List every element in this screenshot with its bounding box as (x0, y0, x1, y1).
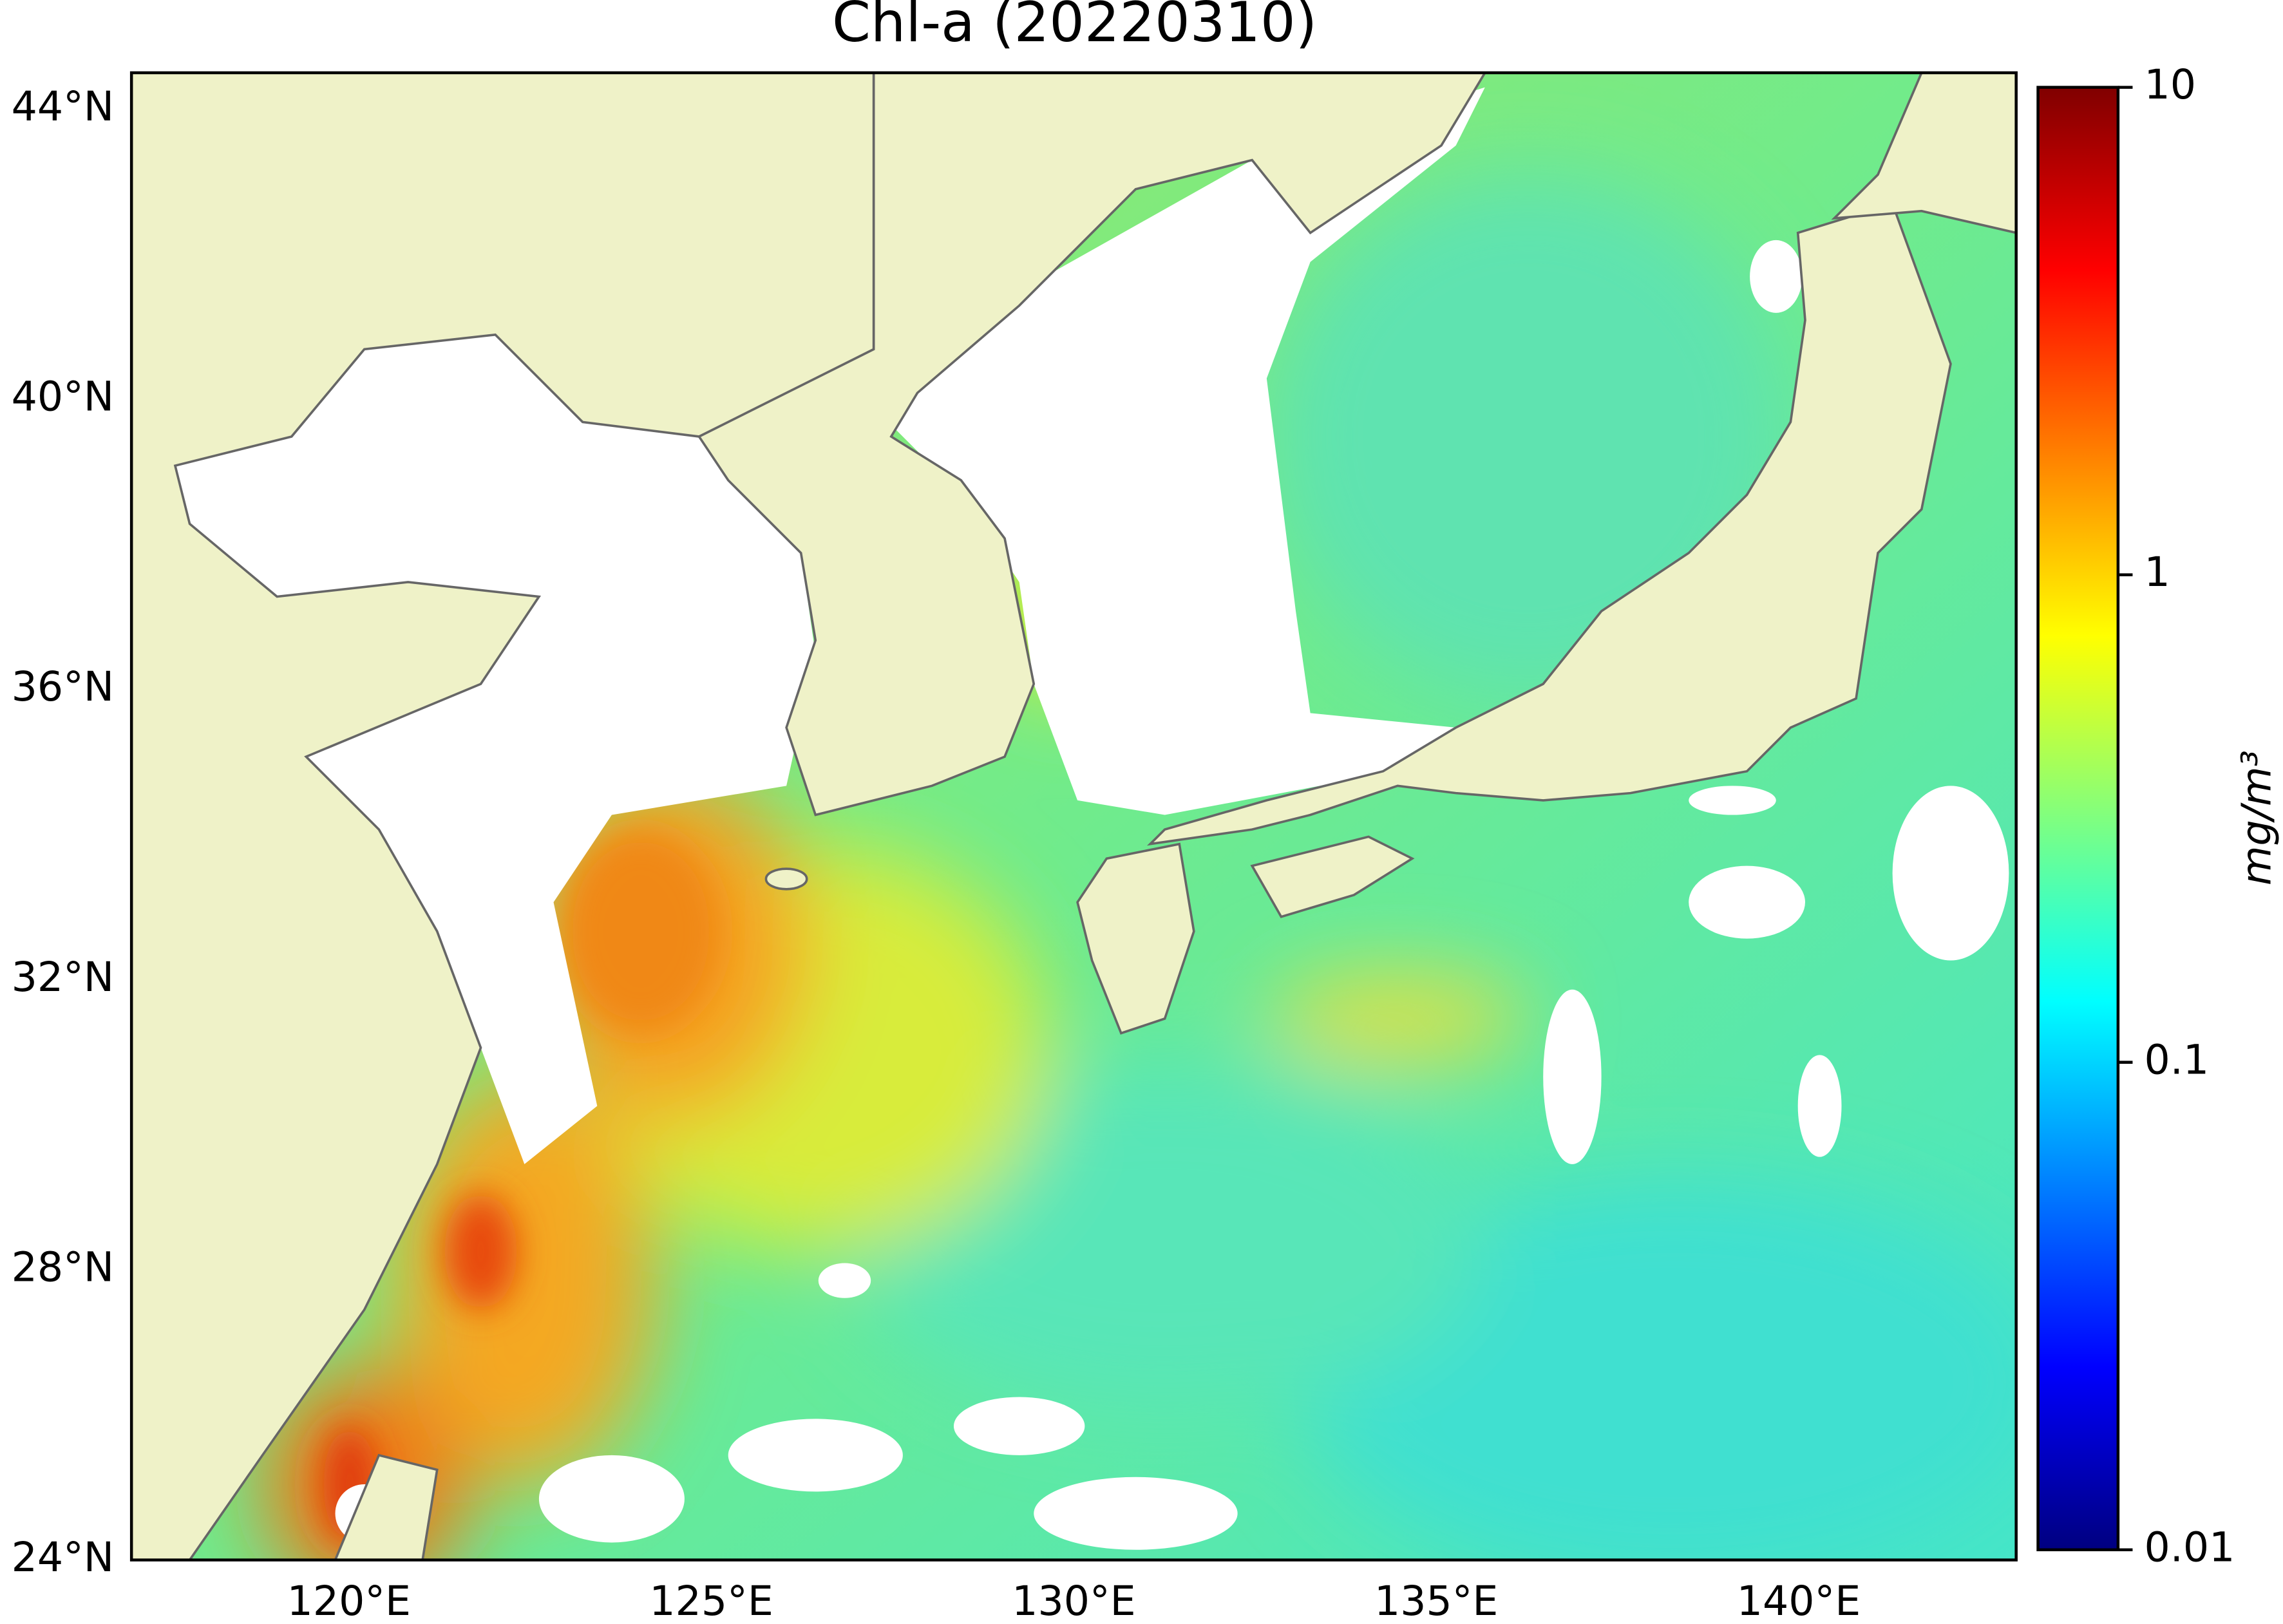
x-tick-label: 125°E (649, 1577, 773, 1624)
x-tick-label: 130°E (1012, 1577, 1135, 1624)
y-tick-label: 28°N (12, 1243, 114, 1290)
colorbar-label: mg/m³ (2233, 750, 2280, 885)
y-tick-label: 32°N (12, 953, 114, 1001)
map-area (131, 72, 2016, 1560)
map-frame (129, 71, 2018, 1562)
colorbar-gradient (2036, 86, 2120, 1552)
colorbar-tick-label: 0.1 (2145, 1035, 2210, 1083)
y-tick-label: 36°N (12, 663, 114, 710)
colorbar-tick-label: 0.01 (2145, 1523, 2235, 1571)
colorbar: 0.01 0.1 1 10 (2036, 61, 2235, 1571)
colorbar-tick-label: 1 (2145, 548, 2170, 596)
x-tick-label: 140°E (1737, 1577, 1861, 1624)
land (131, 72, 2016, 1560)
x-tick-label: 120°E (287, 1577, 411, 1624)
cloud-mask (175, 87, 2009, 1550)
y-tick-label: 40°N (12, 373, 114, 420)
y-tick-label: 24°N (12, 1533, 114, 1581)
y-tick-label: 44°N (12, 82, 114, 130)
chart-title: Chl-a (20220310) (832, 0, 1317, 55)
x-tick-label: 135°E (1374, 1577, 1498, 1624)
colorbar-tick-label: 10 (2145, 61, 2197, 108)
